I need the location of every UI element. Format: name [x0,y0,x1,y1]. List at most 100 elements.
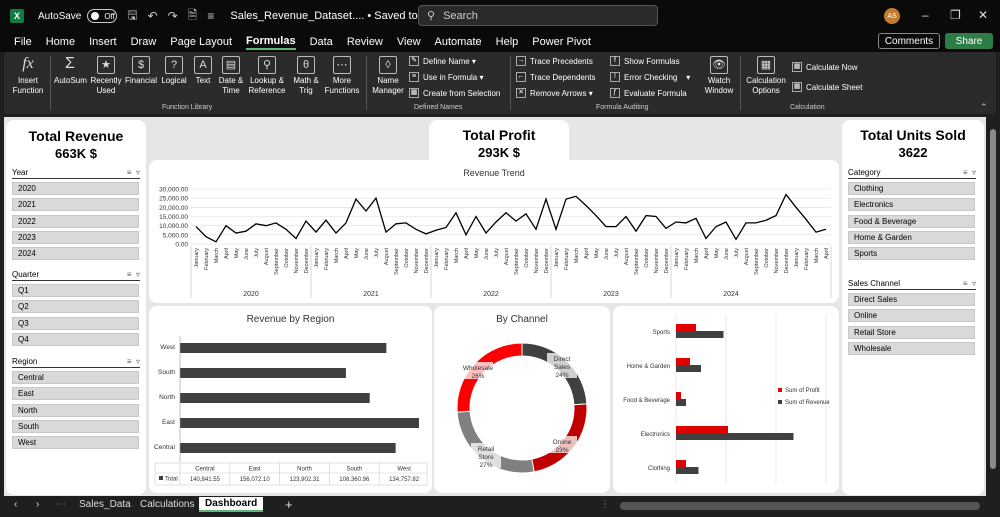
search-input[interactable]: ⚲ Search [418,5,658,26]
menu-item-file[interactable]: File [14,36,32,48]
autosave-toggle[interactable]: Off [87,9,118,23]
slicer-region-item[interactable]: North [12,403,139,417]
show-formulas-button[interactable]: f Show Formulas [610,56,680,66]
new-file-icon[interactable]: 🗎 [187,7,198,22]
revenue-by-region-chart[interactable]: Revenue by Region West South North East Cent… [149,306,432,493]
undo-icon[interactable]: ↶ [147,9,158,23]
insert-function-button[interactable]: fx Insert Function [10,56,46,96]
calculate-now-button[interactable]: ▦ Calculate Now [792,62,858,72]
restore-icon[interactable]: ❐ [950,8,961,22]
save-icon[interactable]: 🖫 [127,7,138,22]
logical-label: Logical [161,76,187,85]
menu-item-help[interactable]: Help [495,36,519,48]
tab-calculations[interactable]: Calculations [140,499,195,510]
multi-select-icon[interactable]: ≡ [962,168,968,177]
create-from-selection-button[interactable]: ▦ Create from Selection [409,88,500,98]
menu-item-home[interactable]: Home [45,36,76,48]
slicer-region-item[interactable]: South [12,419,139,433]
slicer-quarter-item[interactable]: Q3 [12,316,139,330]
slicer-year-item[interactable]: 2024 [12,247,139,261]
menu-item-draw[interactable]: Draw [130,36,157,48]
define-name-button[interactable]: ✎ Define Name ▾ [409,56,476,66]
slicer-category-item[interactable]: Sports [848,247,975,261]
date-time-button[interactable]: ▤ Date & Time [216,56,246,96]
more-options-icon[interactable]: ⋮ [600,499,610,510]
tab-dashboard[interactable]: Dashboard [199,497,264,512]
menu-item-review[interactable]: Review [346,36,383,48]
logical-button[interactable]: ? Logical [159,56,189,86]
multi-select-icon[interactable]: ≡ [962,279,968,288]
multi-select-icon[interactable]: ≡ [126,357,132,366]
multi-select-icon[interactable]: ≡ [126,168,132,177]
trace-dependents-button[interactable]: ← Trace Dependents [516,72,596,82]
comments-button[interactable]: Comments [878,33,940,49]
slicer-region-item[interactable]: West [12,436,139,450]
clear-filter-icon[interactable]: ▿ [971,279,976,288]
menu-item-power-pivot[interactable]: Power Pivot [532,36,591,48]
slicer-channel-item[interactable]: Direct Sales [848,293,975,306]
quick-access-customize-icon[interactable]: ≡ [207,9,215,23]
slicer-category-item[interactable]: Clothing [848,182,975,195]
text-button[interactable]: A Text [190,56,216,86]
slicer-year-item[interactable]: 2021 [12,198,139,212]
vertical-scrollbar[interactable] [988,117,998,496]
slicer-quarter-item[interactable]: Q1 [12,284,139,297]
evaluate-formula-button[interactable]: ƒ Evaluate Formula [610,88,687,98]
lookup-reference-button[interactable]: ⚲ Lookup & Reference [246,56,288,96]
by-channel-chart[interactable]: By Channel Direct Sales 24% Online 23% Retail… [434,306,610,493]
redo-icon[interactable]: ↷ [167,9,178,23]
slicer-year-item[interactable]: 2020 [12,182,139,195]
watch-window-button[interactable]: 👁 Watch Window [702,56,736,96]
clear-filter-icon[interactable]: ▿ [135,168,140,177]
error-checking-button[interactable]: ! Error Checking ▾ [610,72,690,82]
add-sheet-icon[interactable]: + [285,497,293,512]
menu-item-page-layout[interactable]: Page Layout [170,36,233,48]
prev-sheet-icon[interactable]: ‹ [14,499,18,510]
minimize-icon[interactable]: – [922,8,929,22]
trace-precedents-button[interactable]: → Trace Precedents [516,56,593,66]
multi-select-icon[interactable]: ≡ [126,270,132,279]
slicer-region-item[interactable]: East [12,387,139,401]
clear-filter-icon[interactable]: ▿ [971,168,976,177]
more-sheets-icon[interactable]: ⋯ [56,499,66,510]
slicer-quarter-item[interactable]: Q4 [12,332,139,346]
use-in-formula-button[interactable]: ≡ Use in Formula ▾ [409,72,484,82]
tab-sales-data[interactable]: Sales_Data [79,499,131,510]
share-button[interactable]: Share [945,33,993,49]
slicer-quarter-item[interactable]: Q2 [12,300,139,314]
menu-item-data[interactable]: Data [309,36,333,48]
close-icon[interactable]: ✕ [978,8,989,22]
document-name[interactable]: Sales_Revenue_Dataset.... • Saved to thi… [230,10,457,22]
slicer-category-item[interactable]: Home & Garden [848,230,975,244]
slicer-year-item[interactable]: 2023 [12,230,139,244]
autosum-button[interactable]: Σ AutoSum [54,56,87,86]
slicer-channel-item[interactable]: Retail Store [848,325,975,339]
scrollbar-thumb[interactable] [990,129,996,469]
category-profit-revenue-chart[interactable]: Sports Home & Garden Food & Beverage Electr… [613,306,839,493]
menu-item-formulas[interactable]: Formulas [246,35,296,50]
menu-item-view[interactable]: View [396,36,421,48]
menu-item-insert[interactable]: Insert [89,36,117,48]
slicer-region-item[interactable]: Central [12,371,139,384]
math-trig-button[interactable]: θ Math & Trig [290,56,322,96]
revenue-trend-chart[interactable]: Revenue Trend 30,000.00 25,000.00 20,000.0… [149,160,839,303]
horizontal-scrollbar[interactable] [620,502,980,510]
more-functions-button[interactable]: ⋯ More Functions [322,56,362,96]
calculation-options-button[interactable]: ▦ Calculation Options [744,56,788,96]
calculate-sheet-button[interactable]: ▦ Calculate Sheet [792,82,862,92]
name-manager-button[interactable]: ◊ Name Manager [370,56,406,96]
slicer-category-item[interactable]: Food & Beverage [848,214,975,228]
menu-item-automate[interactable]: Automate [434,36,482,48]
collapse-ribbon-icon[interactable]: ⌃ [980,102,988,112]
avatar[interactable]: AS [884,8,900,24]
slicer-category-item[interactable]: Electronics [848,198,975,212]
financial-button[interactable]: $ Financial [124,56,158,86]
slicer-channel-item[interactable]: Online [848,309,975,323]
recently-used-button[interactable]: ★ Recently Used [89,56,123,96]
clear-filter-icon[interactable]: ▿ [135,270,140,279]
clear-filter-icon[interactable]: ▿ [135,357,140,366]
remove-arrows-button[interactable]: ✕ Remove Arrows ▾ [516,88,593,98]
slicer-channel-item[interactable]: Wholesale [848,341,975,355]
next-sheet-icon[interactable]: › [36,499,40,510]
slicer-year-item[interactable]: 2022 [12,214,139,228]
